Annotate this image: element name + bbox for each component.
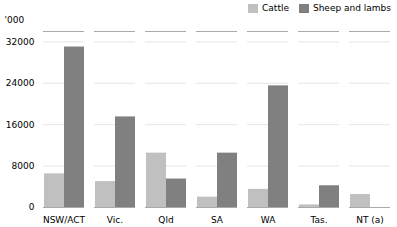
html-text:Cattle: Cattle: [262, 3, 289, 13]
svg-text:SA: SA: [211, 215, 224, 225]
html-text:Sheep and lambs: Sheep and lambs: [313, 3, 391, 13]
svg-text:24000: 24000: [6, 78, 35, 88]
svg-text:'000: '000: [5, 15, 25, 25]
svg-text:0: 0: [29, 202, 35, 212]
svg-text:Qld: Qld: [158, 215, 173, 225]
svg-text:Vic.: Vic.: [107, 215, 123, 225]
svg-text:32000: 32000: [6, 37, 35, 47]
svg-text:8000: 8000: [12, 161, 35, 171]
svg-text:NT (a): NT (a): [356, 215, 384, 225]
svg-text:Tas.: Tas.: [309, 215, 327, 225]
svg-text:16000: 16000: [6, 120, 35, 130]
svg-text:NSW/ACT: NSW/ACT: [43, 215, 86, 225]
svg-text:WA: WA: [261, 215, 276, 225]
